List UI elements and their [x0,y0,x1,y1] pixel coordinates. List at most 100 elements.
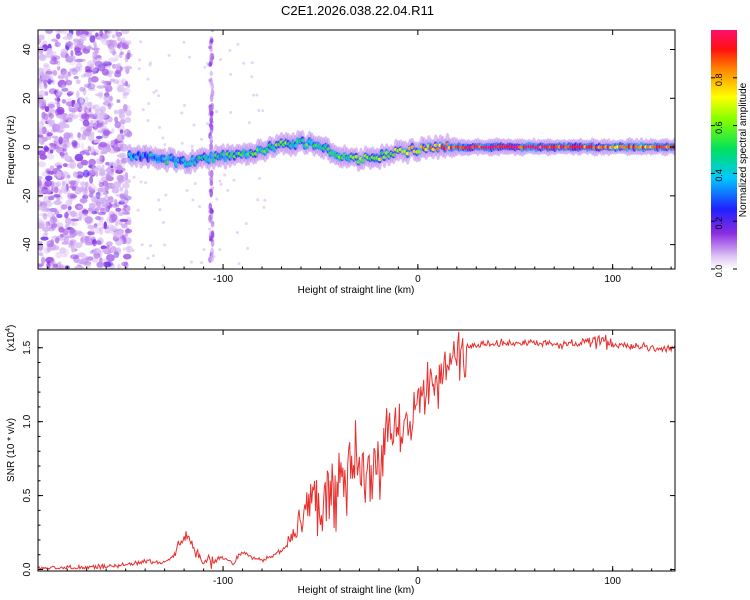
noise-blob [106,216,112,224]
noise-blob [83,72,93,77]
stripe-blob [209,180,214,186]
noise-blob [119,43,123,52]
noise-blob [101,68,109,76]
noise-blob [95,135,103,140]
noise-blob [103,83,110,89]
noise-blob [119,218,128,223]
noise-blob [93,252,101,259]
noise-blob [89,35,96,43]
noise-blob [48,146,55,151]
noise-blob [79,150,87,155]
noise-dot [202,248,206,251]
noise-blob [112,79,119,84]
noise-blob [124,237,132,245]
noise-blob [38,34,45,41]
noise-blob [45,221,50,227]
noise-blob [73,107,78,112]
noise-blob [101,225,110,230]
noise-dot [190,144,194,148]
noise-blob [61,70,71,78]
noise-blob [88,158,96,166]
stripe-blob [208,238,213,242]
snr-axes: -100 0 100 0.0 0.5 1.0 1.5 [22,330,675,587]
noise-blob [103,95,113,102]
noise-blob [82,191,88,196]
noise-dot [154,89,158,93]
noise-blob [84,216,94,224]
noise-blob [108,57,117,63]
noise-blob [58,136,63,145]
noise-blob [90,149,100,154]
noise-blob [62,143,68,149]
x-tick-label: -100 [213,274,233,285]
noise-blob [64,224,70,229]
noise-blob [110,248,115,254]
noise-dot [132,175,136,179]
noise-blob [58,208,63,214]
x-tick-label: -100 [213,576,233,587]
noise-blob [43,113,49,121]
noise-blob [99,106,107,113]
stripe-blob [209,70,214,77]
noise-blob [116,37,122,42]
noise-blob [42,212,48,220]
noise-blob [93,196,98,204]
noise-blob [72,141,77,149]
noise-blob [124,53,133,58]
noise-blob [73,171,78,178]
noise-dot [218,179,222,183]
noise-blob [73,242,83,249]
noise-blob [61,254,68,258]
noise-blob [112,48,116,56]
noise-blob [70,245,76,253]
noise-blob [110,47,116,53]
noise-blob [103,191,108,196]
stripe-blob [209,110,214,117]
noise-blob [54,207,58,213]
noise-blob [80,181,87,187]
noise-blob [75,230,83,234]
noise-blob [122,82,126,87]
noise-blob [102,60,110,64]
noise-blob [97,61,105,69]
noise-blob [113,251,120,259]
noise-blob [60,204,68,210]
noise-dot [146,119,150,123]
noise-blob [52,69,58,76]
noise-blob [119,193,126,199]
noise-blob [98,92,104,99]
noise-blob [67,205,72,211]
noise-blob [87,87,96,92]
colorbar-tick-label: 0.8 [714,74,724,87]
noise-blob [38,252,43,257]
noise-blob [38,90,46,97]
noise-blob [113,230,123,238]
noise-blob [40,236,49,241]
noise-blob [68,180,78,185]
noise-dot [200,261,204,265]
stripe-blob [210,53,215,59]
noise-blob [85,69,93,73]
noise-dot [182,40,186,44]
noise-blob [79,96,84,104]
noise-blob [44,114,49,122]
stripe-blob [209,94,214,103]
noise-blob [121,78,127,84]
noise-blob [116,84,125,93]
stripe-blob [210,247,214,256]
noise-blob [111,128,115,134]
noise-blob [118,201,125,205]
noise-blob [46,119,53,124]
noise-blob [102,61,112,67]
noise-blob [97,237,104,246]
noise-dot [236,42,240,46]
noise-blob [109,78,115,82]
noise-dot [148,63,152,67]
noise-dot [215,110,219,114]
noise-blob [103,202,110,207]
noise-blob [76,58,86,62]
noise-blob [84,236,91,243]
noise-blob [101,164,105,173]
noise-dot [232,178,236,182]
noise-blob [71,139,78,147]
